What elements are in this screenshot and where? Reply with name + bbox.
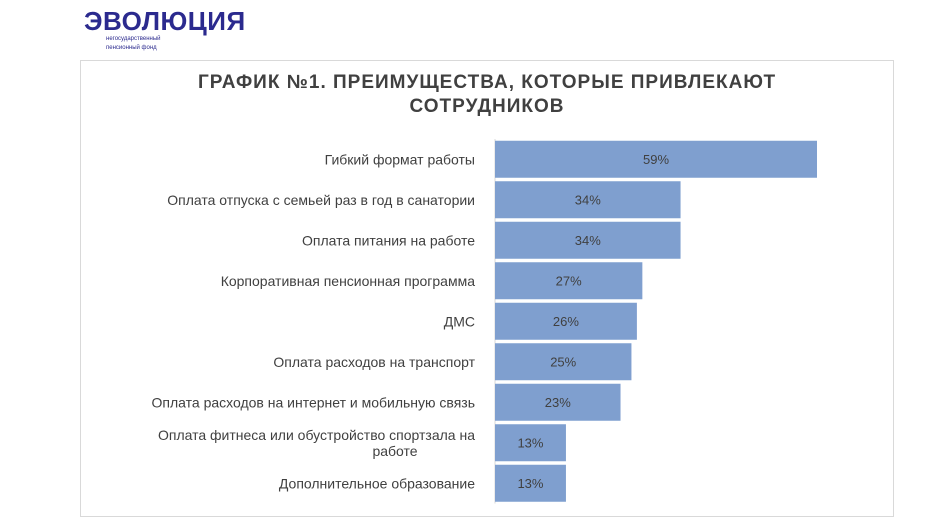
category-label-3: Корпоративная пенсионная программа [221,273,476,289]
bar-6 [495,383,621,421]
data-label-3: 27% [556,273,582,288]
category-label-6: Оплата расходов на интернет и мобильную … [152,394,475,410]
chart-title: ГРАФИК №1. ПРЕИМУЩЕСТВА, КОТОРЫЕ ПРИВЛЕК… [81,71,893,119]
data-label-5: 25% [550,354,576,369]
category-label-4: ДМС [444,313,475,329]
data-label-4: 26% [553,314,579,329]
category-label-5: Оплата расходов на транспорт [273,354,475,370]
data-label-8: 13% [517,476,543,491]
category-label-0: Гибкий формат работы [325,151,475,167]
bar-5 [495,343,632,381]
category-label-2: Оплата питания на работе [302,232,475,248]
chart-title-line1: ГРАФИК №1. ПРЕИМУЩЕСТВА, КОТОРЫЕ ПРИВЛЕК… [197,72,777,93]
category-label-7: Оплата фитнеса или обустройство спортзал… [158,427,475,459]
data-label-2: 34% [575,233,601,248]
bar-7 [495,424,566,462]
bar-0 [495,140,817,178]
logo-wordmark: ЭВОЛЮЦИЯ [84,6,246,36]
bar-8 [495,464,566,502]
bar-1 [495,181,681,219]
category-label-1: Оплата отпуска с семьей раз в год в сана… [167,192,475,208]
data-label-7: 13% [517,435,543,450]
bar-3 [495,262,643,300]
bar-4 [495,302,637,340]
chart-frame: ГРАФИК №1. ПРЕИМУЩЕСТВА, КОТОРЫЕ ПРИВЛЕК… [80,60,894,517]
bar-2 [495,221,681,259]
logo-subtitle-line1: негосударственный [106,36,161,42]
data-label-6: 23% [545,395,571,410]
logo-subtitle-line2: пенсионный фонд [106,45,157,51]
data-label-1: 34% [575,192,601,207]
logo: ЭВОЛЮЦИЯ негосударственный пенсионный фо… [84,8,246,52]
category-label-8: Дополнительное образование [279,475,475,491]
bar-chart: 59% Гибкий формат работы 34% Оплата отпуска… [152,139,817,504]
chart-title-line2: СОТРУДНИКОВ [409,96,565,117]
data-label-0: 59% [643,152,669,167]
